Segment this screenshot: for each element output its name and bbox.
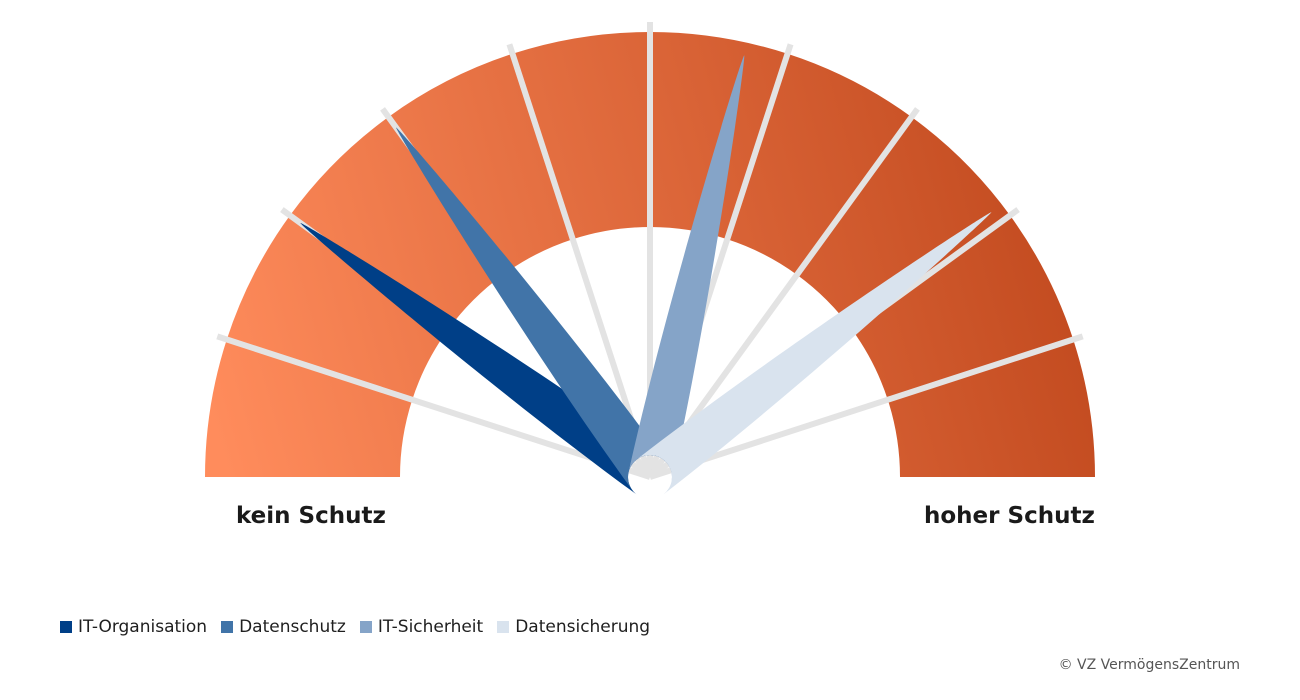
scale-max-label: hoher Schutz — [924, 503, 1095, 529]
gauge-segment — [226, 215, 448, 400]
gauge-tick-line — [647, 107, 920, 479]
gauge-needle-datenschutz — [396, 127, 668, 490]
copyright-notice: © VZ VermögensZentrum — [1058, 657, 1240, 673]
legend-item-it-sicherheit: IT-Sicherheit — [359, 617, 484, 637]
gauge-segment — [512, 32, 650, 240]
legend-swatch — [359, 621, 372, 633]
gauge-needle-datensicherung — [636, 212, 992, 495]
gauge-segment — [289, 116, 504, 331]
legend: IT-Organisation Datenschutz IT-Sicherhei… — [60, 617, 664, 637]
gauge-tick-line — [649, 333, 1084, 480]
legend-swatch — [221, 621, 234, 633]
legend-label: IT-Organisation — [78, 617, 208, 637]
gauge-arc — [205, 32, 1095, 477]
legend-item-datenschutz: Datenschutz — [221, 617, 346, 637]
gauge-tick-line — [506, 43, 653, 478]
legend-label: Datenschutz — [239, 617, 346, 637]
legend-label: IT-Sicherheit — [377, 617, 484, 637]
gauge-segment — [796, 116, 1011, 331]
scale-min-label: kein Schutz — [236, 503, 386, 529]
gauge-needle-it-organisation — [300, 223, 663, 495]
gauge-tick-line — [216, 333, 651, 480]
gauge-segment — [388, 53, 573, 275]
gauge-needles — [300, 55, 992, 495]
gauge-segment — [205, 339, 413, 477]
gauge-segment — [887, 339, 1095, 477]
gauge-needle-it-sicherheit — [628, 55, 745, 482]
legend-item-it-organisation: IT-Organisation — [60, 617, 207, 637]
gauge-segment — [727, 53, 912, 275]
legend-item-datensicherung: Datensicherung — [497, 617, 650, 637]
gauge-segment — [852, 215, 1074, 400]
legend-swatch — [497, 621, 510, 633]
legend-label: Datensicherung — [515, 617, 651, 637]
legend-swatch — [60, 621, 72, 633]
